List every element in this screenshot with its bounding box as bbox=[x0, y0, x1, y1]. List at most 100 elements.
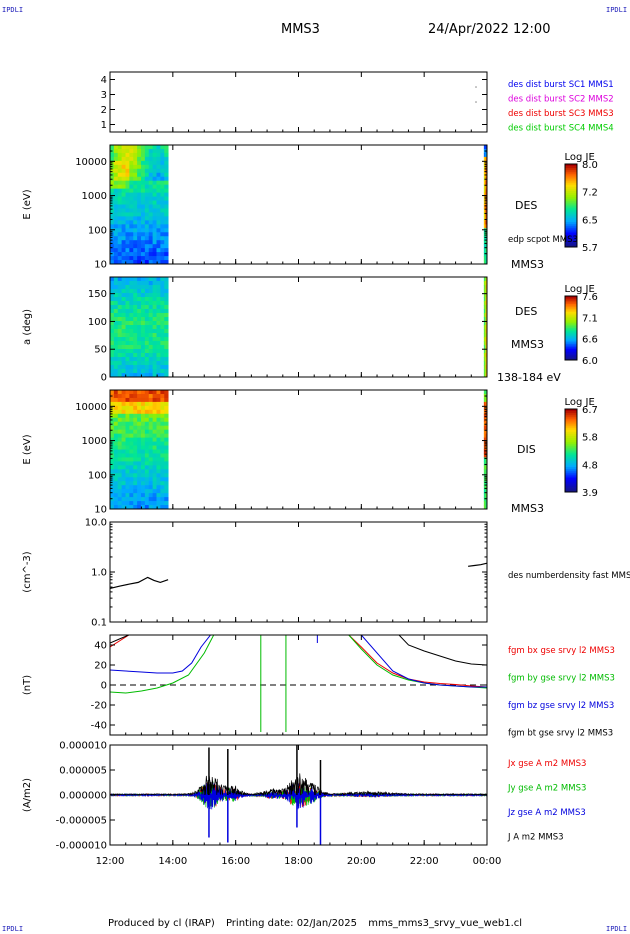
des-energy-spectrogram-cell bbox=[110, 184, 115, 190]
dis-energy-spectrogram-cell bbox=[113, 477, 119, 482]
des-energy-spectrogram-cell bbox=[121, 188, 126, 193]
dis-energy-spectrogram-cell bbox=[113, 465, 119, 470]
des-energy-spectrogram-cell bbox=[156, 196, 161, 201]
des-pitch-angle-cell bbox=[137, 281, 142, 286]
des-pitch-angle-cell bbox=[164, 333, 169, 338]
dis-energy-spectrogram-cell bbox=[141, 417, 146, 423]
dis-energy-spectrogram-cell bbox=[110, 401, 115, 407]
des-pitch-angle-cell bbox=[156, 317, 161, 322]
des-pitch-angle-cell bbox=[110, 309, 115, 314]
current-ylabel: (A/m2) bbox=[22, 778, 33, 812]
des-pitch-angle-cell bbox=[148, 361, 154, 366]
des-pitch-angle-cell bbox=[164, 349, 169, 354]
des-energy-spectrogram-cell bbox=[125, 240, 130, 245]
des-pitch-angle-cell bbox=[164, 281, 169, 286]
des-energy-spectrogram-cell bbox=[133, 232, 138, 237]
dis-energy-spectrogram-cell bbox=[133, 433, 138, 438]
dis-energy-spectrogram-cell bbox=[133, 393, 138, 399]
des-energy-spectrogram-cell bbox=[144, 220, 150, 225]
des-energy-spectrogram-cell bbox=[125, 220, 130, 225]
dis-energy-spectrogram-cell bbox=[129, 489, 134, 494]
dis-energy-spectrogram-cell bbox=[137, 485, 142, 490]
des-pitch-angle-colorbar-cell bbox=[565, 307, 577, 310]
dis-energy-spectrogram-cell bbox=[125, 457, 130, 462]
dis-energy-spectrogram-cell bbox=[148, 425, 154, 431]
dis-energy-spectrogram-cell bbox=[160, 485, 165, 490]
dis-energy-spectrogram-cell bbox=[125, 449, 130, 454]
des-energy-spectrogram-cell bbox=[141, 200, 146, 205]
des-pitch-angle-cell bbox=[152, 309, 157, 314]
des-energy-spectrogram-cell bbox=[144, 244, 150, 249]
dis-energy-spectrogram-cell bbox=[483, 485, 486, 490]
des-pitch-angle-cell bbox=[117, 297, 123, 302]
footer-printing-date: Printing date: 02/Jan/2025 bbox=[225, 918, 358, 929]
footer-filename: mms_mms3_srvy_vue_web1.cl bbox=[368, 918, 523, 929]
des-pitch-angle-cell bbox=[156, 289, 161, 294]
des-pitch-angle-cell bbox=[483, 321, 486, 326]
dis-energy-spectrogram-cell bbox=[113, 485, 119, 490]
des-pitch-angle-cell bbox=[152, 317, 157, 322]
des-pitch-angle-cell bbox=[113, 357, 119, 362]
des-pitch-angle-colorbar-tick-1: 7.1 bbox=[582, 313, 598, 324]
des-energy-spectrogram-cell bbox=[117, 200, 123, 205]
des-energy-spectrogram-colorbar-cell bbox=[565, 193, 577, 196]
des-energy-spectrogram-cell bbox=[125, 224, 130, 229]
dis-energy-spectrogram-cell bbox=[129, 413, 134, 419]
des-energy-spectrogram-cell bbox=[160, 172, 165, 178]
dis-energy-spectrogram-cell bbox=[129, 461, 134, 466]
dis-energy-spectrogram-cell bbox=[156, 481, 161, 486]
des-energy-spectrogram-cell bbox=[121, 248, 126, 253]
des-energy-spectrogram-cell bbox=[133, 240, 138, 245]
dis-energy-spectrogram-cell bbox=[144, 505, 150, 510]
dis-energy-spectrogram-cell bbox=[160, 437, 165, 442]
des-energy-spectrogram-colorbar-cell bbox=[565, 174, 577, 177]
des-pitch-angle-cell bbox=[125, 361, 130, 366]
des-pitch-angle-cell bbox=[483, 281, 486, 286]
dis-energy-spectrogram-cell bbox=[137, 457, 142, 462]
des-pitch-angle-cell bbox=[156, 277, 161, 282]
des-pitch-angle-cell bbox=[117, 369, 123, 374]
des-energy-spectrogram-cell bbox=[137, 216, 142, 221]
dis-energy-spectrogram-colorbar-cell bbox=[565, 456, 577, 460]
dis-energy-spectrogram-cell bbox=[117, 413, 123, 419]
dis-energy-spectrogram-cell bbox=[156, 401, 161, 407]
des-pitch-angle-cell bbox=[141, 321, 146, 326]
des-pitch-angle-cell bbox=[117, 345, 123, 350]
dis-energy-spectrogram-cell bbox=[144, 397, 150, 403]
des-pitch-angle-cell bbox=[164, 341, 169, 346]
density-line bbox=[109, 576, 169, 589]
des-pitch-angle-cell bbox=[152, 321, 157, 326]
dis-energy-spectrogram-cell bbox=[117, 445, 123, 450]
dis-energy-spectrogram-cell bbox=[144, 461, 150, 466]
des-energy-spectrogram-cell bbox=[117, 220, 123, 225]
des-pitch-angle-cell bbox=[129, 321, 134, 326]
bfield-legend-1: fgm by gse srvy l2 MMS3 bbox=[508, 674, 615, 684]
des-energy-spectrogram-cell bbox=[483, 145, 486, 150]
dis-energy-spectrogram-cell bbox=[160, 405, 165, 411]
des-energy-spectrogram-cell bbox=[160, 184, 165, 190]
des-pitch-angle-cell bbox=[129, 361, 134, 366]
current-y-tick-4-label: -0.000010 bbox=[56, 841, 107, 852]
des-pitch-angle-cell bbox=[152, 361, 157, 366]
corner-label-bottom-right: IPDLI bbox=[606, 925, 628, 933]
des-pitch-angle-cell bbox=[110, 341, 115, 346]
dis-energy-spectrogram-cell bbox=[483, 461, 486, 466]
des-energy-spectrogram-cell bbox=[152, 164, 157, 170]
des-pitch-angle-cell bbox=[129, 297, 134, 302]
dis-energy-spectrogram-cell bbox=[485, 401, 488, 407]
dis-energy-spectrogram-cell bbox=[144, 465, 150, 470]
dis-energy-spectrogram-cell bbox=[129, 449, 134, 454]
des-energy-spectrogram-cell bbox=[125, 172, 130, 178]
dis-energy-spectrogram-cell bbox=[152, 445, 157, 450]
des-pitch-angle-cell bbox=[483, 361, 486, 366]
des-pitch-angle-colorbar-cell bbox=[565, 313, 577, 316]
des-pitch-angle-cell bbox=[164, 305, 169, 310]
dis-energy-spectrogram-cell bbox=[129, 397, 134, 403]
des-pitch-angle-cell bbox=[141, 325, 146, 330]
des-energy-spectrogram-cell bbox=[160, 248, 165, 253]
des-pitch-angle-cell bbox=[160, 309, 165, 314]
des-energy-spectrogram-cell bbox=[160, 196, 165, 201]
des-pitch-angle-cell bbox=[485, 337, 488, 342]
dis-energy-spectrogram-cell bbox=[113, 417, 119, 423]
des-energy-spectrogram-cell bbox=[152, 192, 157, 197]
